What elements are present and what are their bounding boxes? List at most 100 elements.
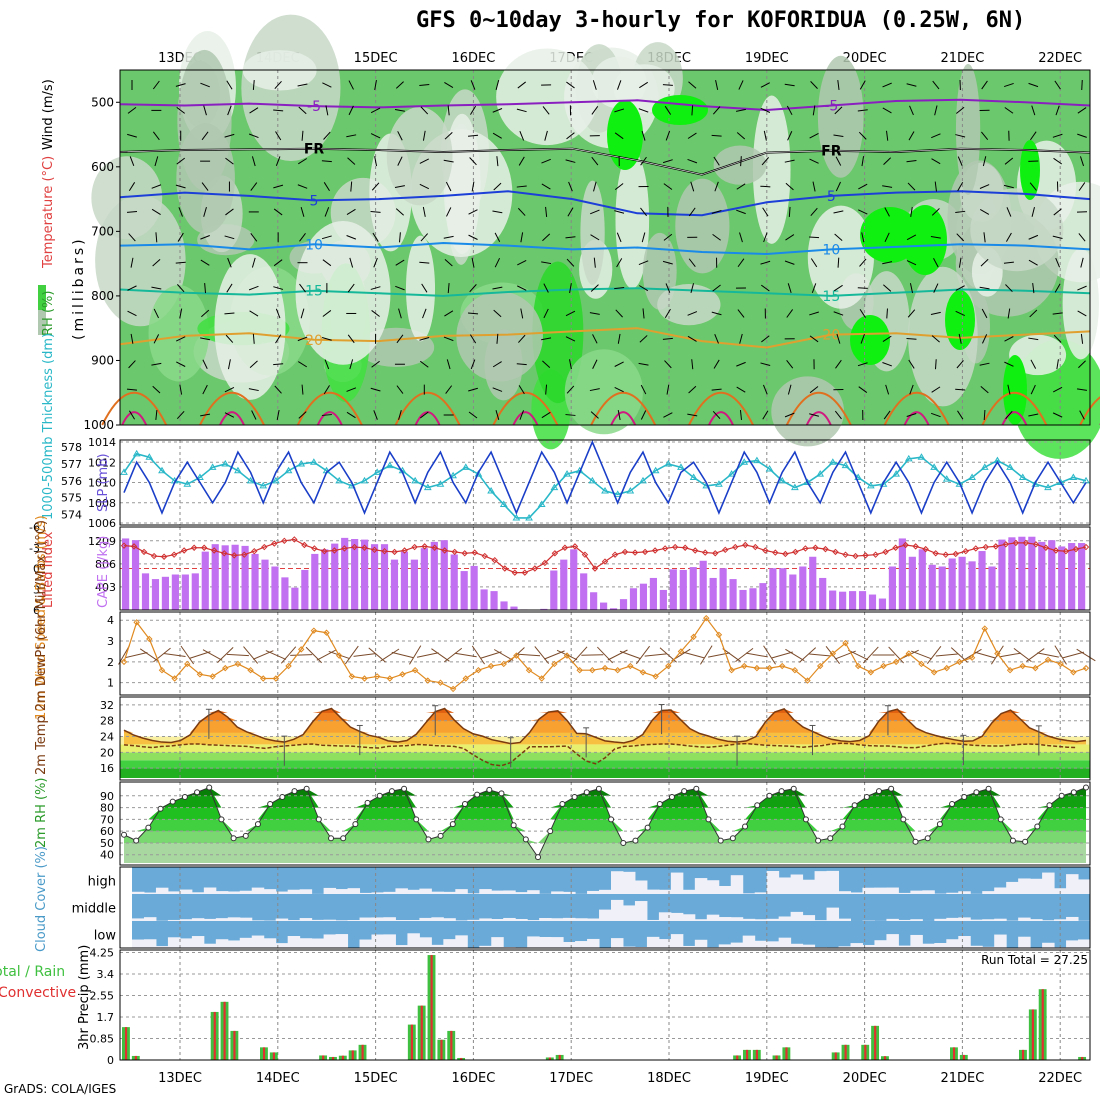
ytick-label: 900 — [91, 353, 114, 367]
isotherm-label: 5 — [310, 193, 319, 209]
cloud-bar — [730, 875, 744, 894]
wind-barb — [321, 336, 332, 341]
ytick-label-li: -6 — [29, 521, 40, 534]
precip-convective-bar — [874, 1025, 877, 1060]
cape-bar — [868, 594, 877, 610]
isotherm-label: FR — [821, 144, 842, 160]
cloud-bar — [850, 892, 863, 894]
wind-barb — [494, 232, 501, 242]
wind-barb — [495, 80, 500, 90]
cloud-bar — [1066, 916, 1079, 921]
cloud-bar — [167, 919, 181, 921]
cloud-bar — [239, 937, 253, 948]
wind-speed-marker — [753, 664, 761, 672]
wind-barb — [496, 333, 499, 344]
wind-barb — [520, 232, 524, 243]
wind-barb — [492, 210, 503, 214]
cloud-bar — [359, 917, 372, 921]
wind-barb — [641, 130, 646, 141]
wind-speed-marker — [196, 671, 204, 678]
rh-marker — [279, 793, 286, 800]
wind-barb — [691, 105, 694, 116]
cloud-bar — [239, 890, 253, 894]
cloud-bar — [802, 879, 816, 894]
wind-barb — [153, 308, 160, 319]
wind-barb — [370, 210, 381, 213]
date-label-top: 21DEC — [940, 51, 984, 66]
li-marker — [641, 548, 649, 556]
wind-barb — [444, 310, 454, 317]
wind-barb — [616, 80, 622, 90]
cape-bar — [550, 570, 558, 610]
isotherm-25 — [1079, 396, 1100, 426]
wind-barb — [883, 410, 891, 420]
thickness-marker — [158, 466, 166, 474]
rh-marker — [498, 790, 505, 797]
cloud-bar — [347, 888, 361, 894]
wind-speed-marker — [158, 666, 166, 674]
li-marker — [792, 548, 799, 556]
li-marker — [732, 543, 739, 551]
li-marker — [862, 552, 869, 559]
ylabel-temp2m: 2m Temp 2m DewPt (6hr Min/Max) (°C) — [34, 520, 49, 775]
precip-convective-bar — [883, 1056, 887, 1060]
cloud-bar — [754, 940, 768, 948]
wind-speed-marker — [905, 650, 912, 657]
cloud-bar — [838, 918, 851, 921]
wind-barb — [370, 286, 381, 290]
wind-speed-marker — [665, 662, 672, 670]
wind-barb — [617, 409, 621, 421]
wind-barb — [955, 210, 966, 214]
precip-convective-bar — [962, 1054, 965, 1060]
li-marker — [170, 551, 178, 558]
rh-marker — [474, 791, 481, 798]
wind-barb — [739, 333, 743, 344]
rh-marker — [157, 805, 164, 812]
cape-bar — [749, 588, 757, 610]
wind-barb — [374, 79, 377, 91]
ytick-label-li: 0 — [33, 563, 40, 576]
rh-marker — [559, 801, 566, 808]
cape-bar — [490, 591, 498, 610]
wind-barb — [274, 80, 282, 90]
cape-bar — [679, 569, 687, 610]
cloud-bar — [203, 943, 217, 948]
li-marker — [1072, 545, 1080, 553]
wind-barb — [687, 311, 698, 316]
rh-marker — [254, 821, 261, 828]
cape-bar — [361, 539, 369, 610]
cloud-bar — [1042, 872, 1055, 894]
precip-convective-bar — [775, 1055, 778, 1060]
panel-frame — [119, 526, 1091, 611]
wind-barb — [274, 385, 282, 394]
wind-barb — [176, 361, 186, 367]
rh-marker — [169, 798, 176, 805]
wind-barb — [687, 158, 698, 164]
wind-speed-marker — [563, 652, 571, 659]
cloud-bar — [215, 939, 229, 948]
wind-barb — [419, 336, 430, 341]
cloud-bar — [622, 905, 636, 921]
wind-barb — [346, 387, 357, 392]
wind-barb — [1037, 652, 1059, 658]
cape-bar — [341, 537, 349, 610]
wind-barb — [249, 107, 259, 114]
wind-barb — [1062, 651, 1085, 659]
wind-barb — [224, 412, 235, 418]
ytick-label-thickness: 574 — [61, 509, 82, 522]
wind-barb — [151, 208, 161, 215]
cloud-bar — [275, 918, 289, 921]
cloud-bar — [658, 912, 672, 921]
wind-barb — [745, 652, 768, 658]
wind-barb — [1003, 261, 1014, 264]
panel-frame — [119, 866, 1091, 949]
cloud-bar — [503, 890, 516, 894]
wind-barb — [740, 156, 742, 167]
wind-barb — [931, 133, 941, 139]
isotherm-label: 20 — [305, 333, 323, 349]
cloud-bar — [898, 919, 911, 921]
cloud-bar — [275, 891, 289, 894]
wind-barb — [930, 412, 941, 418]
cape-bar — [281, 577, 289, 610]
cloud-bar — [263, 938, 277, 948]
